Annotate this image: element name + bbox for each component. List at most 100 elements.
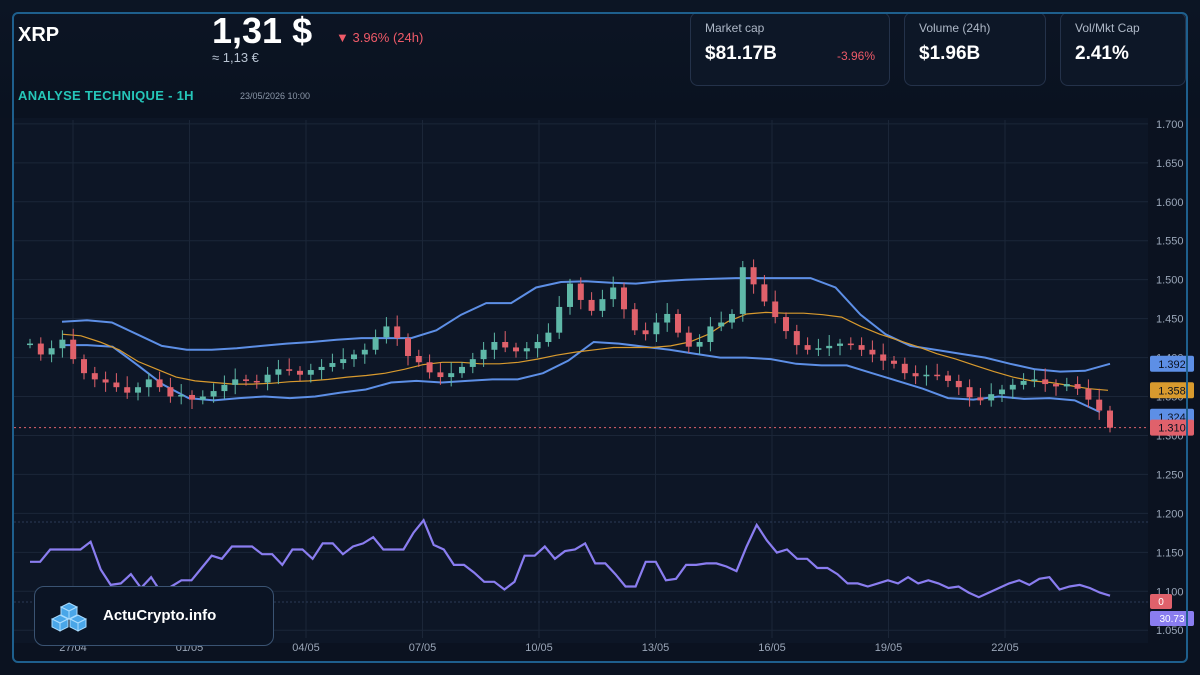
candle-body	[232, 379, 239, 385]
candle-body	[1063, 384, 1070, 387]
rsi-zero-label: 0	[1158, 597, 1164, 608]
candle-body	[264, 374, 271, 383]
candle-body	[847, 343, 854, 346]
candle-body	[880, 354, 887, 361]
change-24h: ▼ 3.96% (24h)	[336, 30, 424, 45]
candle-body	[1107, 410, 1113, 428]
candle-body	[729, 313, 735, 323]
candle-body	[189, 394, 195, 400]
candle-body	[815, 348, 822, 350]
candle-body	[426, 362, 433, 373]
section-title: ANALYSE TECHNIQUE - 1H	[18, 88, 194, 103]
brand-name: ActuCrypto.info	[103, 607, 217, 624]
candle-body	[178, 394, 185, 397]
price-tick-label: 1.600	[1156, 197, 1184, 209]
candle-body	[1009, 384, 1016, 390]
candle-body	[772, 301, 779, 318]
candle-body	[253, 380, 260, 383]
candle-body	[523, 348, 530, 352]
timestamp: 23/05/2026 10:00	[240, 91, 311, 101]
volume-card: Volume (24h) $1.96B	[904, 12, 1046, 86]
candle-body	[383, 326, 390, 338]
candle-body	[858, 345, 865, 350]
market-cap-card: Market cap $81.17B -3.96%	[690, 12, 890, 86]
candle-body	[513, 347, 519, 352]
candle-body	[37, 343, 44, 355]
candle-body	[199, 396, 206, 400]
value-tag-label: 1.310	[1158, 423, 1186, 435]
candle-body	[1085, 388, 1092, 400]
brand-badge[interactable]: ActuCrypto.info	[34, 586, 274, 646]
candle-body	[750, 267, 757, 285]
x-tick-label: 07/05	[409, 642, 437, 654]
candle-body	[761, 284, 768, 302]
candle-body	[642, 330, 649, 335]
candle-body	[491, 342, 498, 350]
candle-body	[664, 313, 671, 323]
market-cap-change: -3.96%	[836, 49, 875, 63]
candle-body	[145, 379, 152, 388]
candle-body	[394, 326, 401, 339]
candle-body	[891, 360, 897, 364]
price-value: 1,31 $	[212, 10, 313, 51]
x-tick-label: 13/05	[642, 642, 670, 654]
price-tick-label: 1.500	[1156, 275, 1184, 287]
x-tick-label: 22/05	[991, 642, 1019, 654]
candle-body	[869, 349, 876, 355]
candle-body	[297, 370, 303, 375]
price-eur-value: ≈ 1,13 €	[212, 50, 259, 65]
candle-body	[286, 369, 293, 371]
candle-body	[696, 342, 703, 347]
candle-body	[966, 387, 973, 398]
candle-body	[91, 373, 98, 380]
candle-body	[243, 379, 249, 381]
value-tag-label: 1.392	[1158, 359, 1186, 371]
candle-body	[27, 343, 33, 346]
candle-body	[718, 322, 725, 327]
price-tick-label: 1.550	[1156, 236, 1184, 248]
candle-body	[610, 287, 617, 300]
candle-body	[599, 299, 606, 311]
candle-body	[1053, 384, 1059, 387]
candle-body	[59, 339, 66, 349]
candle-body	[70, 339, 77, 360]
price-chart[interactable]: 1.7001.6501.6001.5501.5001.4501.4001.350…	[0, 118, 1200, 675]
price-tick-label: 1.250	[1156, 469, 1184, 481]
candle-body	[826, 345, 833, 349]
candle-body	[340, 359, 347, 364]
price-tick-label: 1.650	[1156, 158, 1184, 170]
candle-body	[955, 380, 962, 388]
header-panel: XRP 1,31 $ ≈ 1,13 € ▼ 3.96% (24h) ANALYS…	[0, 0, 1200, 118]
candle-body	[977, 397, 984, 401]
rsi-value-label: 30.73	[1159, 614, 1184, 625]
x-tick-label: 10/05	[525, 642, 553, 654]
candle-body	[124, 387, 131, 393]
candle-body	[621, 287, 627, 310]
vol-mkt-cap-label: Vol/Mkt Cap	[1075, 21, 1140, 35]
value-tag	[1150, 419, 1194, 436]
candle-body	[567, 283, 573, 307]
candle-body	[318, 366, 325, 371]
price-tick-label: 1.150	[1156, 547, 1184, 559]
candle-body	[783, 317, 789, 332]
candle-body	[1074, 384, 1081, 389]
value-tag-label: 1.358	[1158, 385, 1186, 397]
candle-body	[275, 369, 282, 375]
candle-body	[934, 374, 941, 377]
candle-body	[1096, 399, 1103, 411]
candle-body	[793, 331, 800, 346]
candle-body	[804, 345, 811, 350]
candle-body	[102, 379, 109, 383]
rsi-zero-tag	[1150, 594, 1172, 609]
candle-body	[999, 389, 1005, 395]
market-cap-value: $81.17B	[705, 43, 777, 64]
candle-body	[1042, 379, 1049, 385]
candle-body	[405, 338, 411, 357]
candle-body	[307, 370, 314, 375]
candle-body	[372, 337, 379, 350]
candle-body	[351, 354, 357, 360]
candle-body	[167, 387, 174, 397]
vol-mkt-cap-value: 2.41%	[1075, 43, 1129, 64]
candle-body	[837, 343, 843, 346]
candle-body	[480, 349, 487, 360]
